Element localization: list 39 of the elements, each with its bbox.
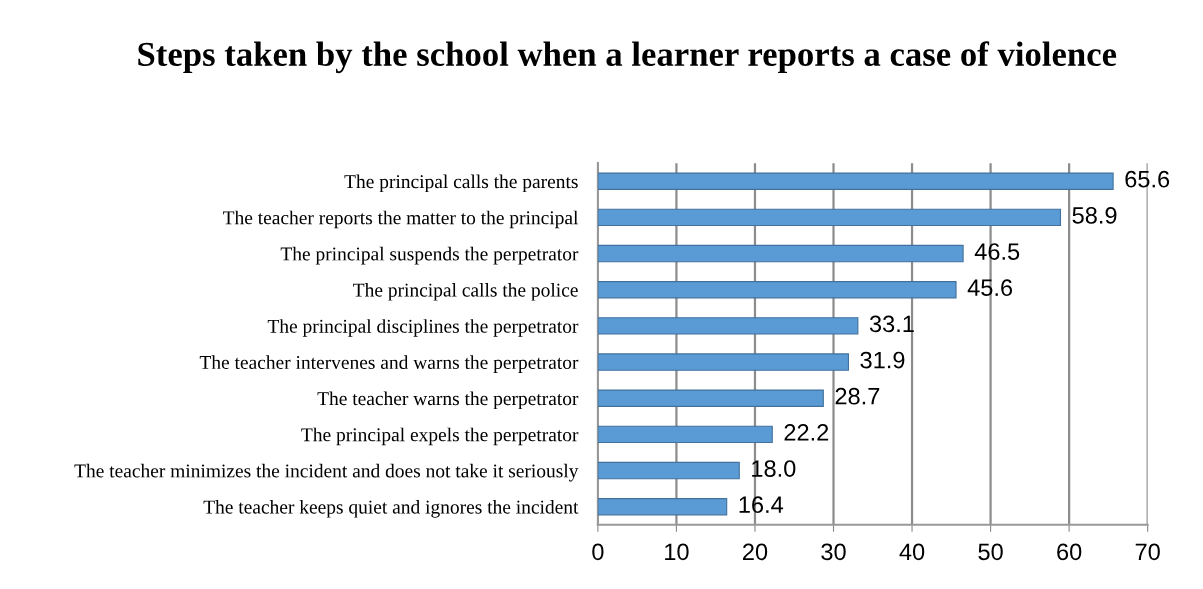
x-tick-label: 60: [1057, 543, 1082, 561]
y-tick-label: The principal disciplines the perpetrator: [267, 319, 579, 337]
bar: [597, 208, 1062, 227]
data-label: 18.0: [752, 460, 796, 477]
data-label: 28.7: [835, 387, 880, 405]
y-tick-label: The teacher keeps quiet and ignores the incident: [203, 499, 579, 518]
x-tick-label: 30: [821, 543, 846, 561]
data-label: 45.6: [967, 279, 1013, 297]
y-tick-label: The teacher reports the matter to the principal: [223, 210, 579, 229]
bar: [597, 425, 773, 444]
data-label: 31.9: [860, 351, 905, 369]
y-tick-label: The teacher intervenes and warns the perpetrator: [199, 355, 579, 373]
data-label: 33.1: [869, 315, 914, 333]
bar: [597, 353, 849, 371]
data-label: 58.9: [1072, 207, 1117, 224]
x-tick-label: 20: [743, 543, 768, 561]
y-tick-label: The teacher warns the perpetrator: [317, 391, 579, 410]
y-tick-label: The principal calls the police: [353, 282, 578, 301]
x-tick-label: 40: [899, 543, 925, 561]
bar: [597, 389, 824, 407]
bar: [597, 317, 859, 335]
x-tick-label: 50: [978, 543, 1003, 561]
y-tick-label: The principal expels the perpetrator: [301, 427, 579, 446]
bar: [597, 498, 728, 516]
y-tick-label: The principal calls the parents: [344, 174, 578, 193]
data-label: 22.2: [784, 424, 829, 441]
y-tick-label: The principal suspends the perpetrator: [280, 246, 579, 265]
data-label: 16.4: [739, 496, 784, 514]
data-label: 65.6: [1125, 170, 1170, 188]
x-tick-label: 70: [1135, 543, 1160, 561]
x-tick-label: 0: [592, 543, 604, 561]
bar: [597, 461, 740, 480]
y-tick-label: The teacher minimizes the incident and does not take it seriously: [74, 463, 579, 482]
bar: [597, 244, 964, 263]
chart-title: Steps taken by the school when a learner reports a case of violence: [138, 41, 1117, 74]
bar: [597, 281, 957, 299]
data-label: 46.5: [974, 243, 1020, 260]
bar: [597, 172, 1114, 190]
x-tick-label: 10: [665, 543, 689, 561]
